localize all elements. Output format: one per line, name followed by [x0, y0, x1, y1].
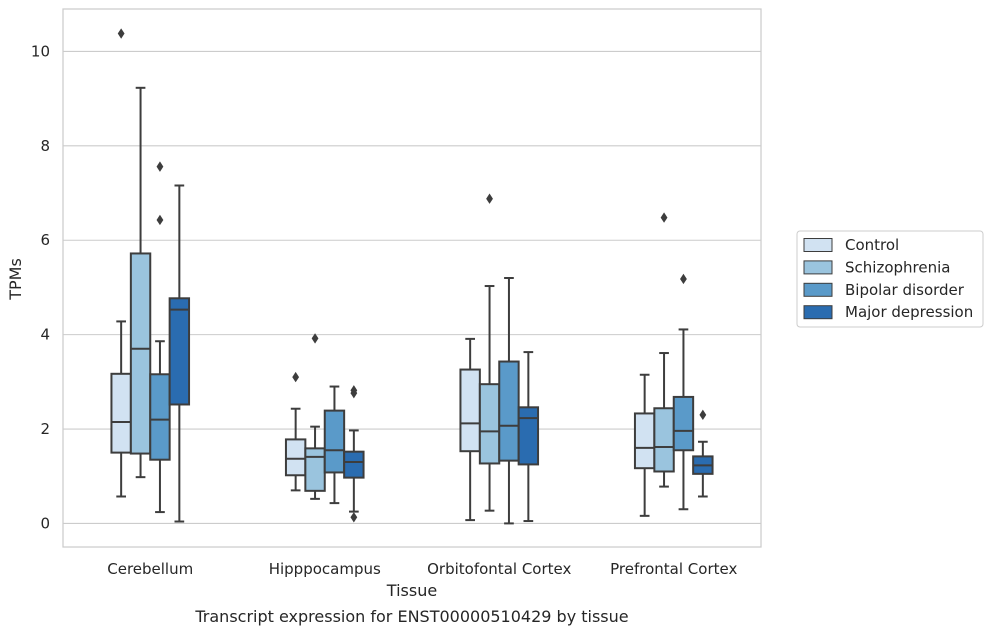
box: [149, 161, 171, 514]
outlier-point: [486, 193, 493, 204]
category-group: [110, 28, 191, 523]
category-group: [284, 333, 365, 523]
legend-swatch: [803, 238, 833, 252]
category-group: [633, 212, 714, 517]
outlier-point: [292, 371, 300, 383]
outlier-point: [660, 212, 668, 223]
box-body: [459, 368, 481, 453]
box-body: [149, 373, 171, 461]
category-group: [459, 193, 540, 525]
legend-entry-label: Bipolar disorder: [845, 281, 965, 299]
box-body: [517, 406, 540, 466]
y-tick-labels: 0 2 4 6 8 10: [31, 42, 50, 532]
box: [672, 273, 695, 511]
outlier-point: [156, 214, 164, 226]
box: [304, 333, 326, 500]
box: [517, 351, 540, 523]
box-body: [633, 412, 656, 470]
box-body: [343, 450, 365, 479]
box: [343, 385, 365, 523]
box: [498, 277, 520, 525]
legend-entry-label: Control: [845, 236, 899, 254]
outlier-point: [156, 161, 164, 172]
y-tick-label: 10: [31, 42, 50, 60]
outlier-point: [311, 333, 319, 344]
x-tick-label: Cerebellum: [107, 560, 193, 578]
y-tick-label: 4: [40, 326, 50, 344]
x-tick-label: Prefrontal Cortex: [610, 560, 737, 578]
box: [692, 409, 714, 498]
y-tick-label: 8: [40, 137, 50, 155]
plot-frame: [62, 8, 762, 548]
x-tick-label: Orbitofontal Cortex: [427, 560, 571, 578]
legend-swatch: [803, 282, 833, 297]
outlier-point: [699, 409, 707, 421]
outlier-point: [350, 387, 358, 399]
box: [129, 86, 152, 479]
y-axis-label: TPMs: [6, 258, 25, 301]
chart-caption: Transcript expression for ENST0000051042…: [194, 607, 628, 626]
legend-entry-label: Schizophrenia: [845, 258, 950, 276]
legend-swatch: [803, 260, 833, 275]
legend-frame: [796, 230, 984, 328]
y-tick-label: 0: [40, 514, 50, 532]
box-body: [672, 395, 695, 452]
box-body: [323, 409, 346, 474]
box: [110, 28, 132, 498]
box-body: [304, 447, 326, 492]
legend-swatch: [803, 305, 833, 320]
box: [323, 385, 346, 505]
y-tick-label: 2: [40, 420, 50, 438]
box-body: [129, 252, 152, 455]
x-tick-labels: Cerebellum Hipppocampus Orbitofontal Corte…: [107, 560, 737, 578]
x-tick-label: Hipppocampus: [269, 560, 381, 578]
y-tick-label: 6: [40, 231, 50, 249]
outlier-point: [680, 273, 687, 285]
box-body: [478, 383, 501, 465]
box-body: [284, 438, 307, 477]
box: [168, 184, 191, 523]
box-body: [168, 297, 191, 406]
box-body: [653, 407, 675, 473]
outlier-point: [350, 512, 358, 523]
box-groups: [110, 28, 714, 525]
box-body: [498, 360, 520, 462]
legend: Control Schizophrenia Bipolar disorder Majo…: [796, 230, 984, 328]
box: [633, 373, 656, 517]
box-body: [110, 372, 132, 454]
x-axis-label: Tissue: [386, 581, 437, 600]
outlier-point: [117, 28, 125, 39]
legend-entry-label: Major depression: [845, 303, 973, 321]
